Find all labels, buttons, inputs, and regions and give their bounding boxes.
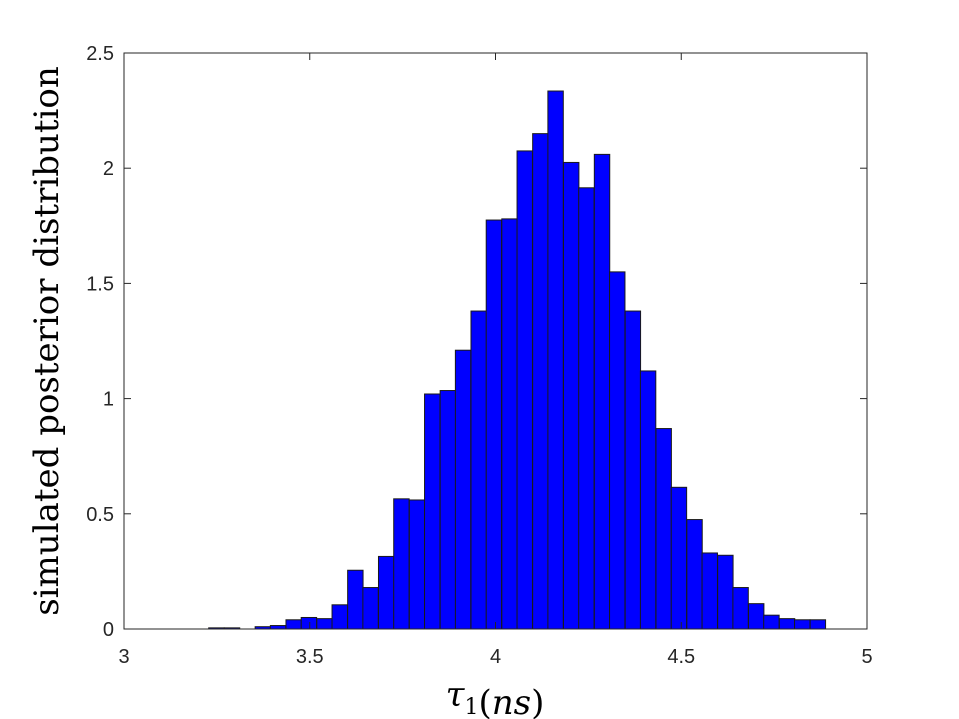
histogram-bar	[408, 499, 426, 630]
y-tick-label: 2	[103, 158, 114, 180]
histogram-bar	[686, 519, 703, 630]
histogram-bar	[516, 150, 533, 630]
histogram-bar	[655, 428, 672, 630]
histogram-bar	[316, 618, 333, 630]
histogram-bar	[300, 616, 318, 630]
histogram-bar	[809, 619, 827, 630]
y-tick-label: 0.5	[86, 504, 114, 526]
histogram-bar	[732, 587, 749, 630]
histogram-bar	[670, 486, 688, 630]
histogram-bar	[701, 552, 718, 630]
histogram-bar	[562, 161, 580, 630]
histogram-bar	[377, 555, 395, 630]
y-tick-label: 1	[103, 389, 114, 411]
histogram-bar	[609, 271, 626, 630]
y-axis: 0 0.5 1 1.5 2 2.5	[86, 43, 867, 641]
histogram-bar	[393, 498, 410, 630]
y-tick-label: 1.5	[86, 273, 114, 295]
x-tick-label: 3.5	[296, 646, 324, 668]
histogram-bar	[639, 370, 657, 630]
histogram-bar	[747, 603, 765, 630]
x-axis: 3 3.5 4 4.5 5	[118, 53, 873, 668]
histogram-bar	[269, 625, 287, 630]
histogram-bar	[717, 554, 734, 630]
histogram-bar	[331, 604, 348, 630]
y-axis-label: simulated posterior distribution	[27, 66, 67, 616]
histogram-bar	[454, 349, 472, 630]
histogram-bar	[763, 614, 780, 630]
y-tick-label: 2.5	[86, 43, 114, 65]
histogram-bar	[470, 310, 487, 630]
histogram-bar	[362, 587, 379, 630]
x-tick-label: 4.5	[667, 646, 695, 668]
x-tick-label: 4	[490, 646, 501, 668]
y-tick-label: 0	[103, 619, 114, 641]
x-axis-label: τ1(ns)	[446, 675, 545, 719]
histogram-bar	[285, 619, 302, 630]
histogram-bar	[624, 310, 642, 630]
histogram-bar	[593, 153, 611, 630]
x-tick-label: 5	[861, 646, 872, 668]
histogram-bar	[439, 390, 457, 630]
histogram-bar	[547, 90, 564, 630]
histogram-bar	[485, 219, 503, 630]
histogram-bar	[532, 133, 549, 630]
histogram-bar	[424, 393, 441, 630]
histogram-bar	[347, 569, 364, 630]
histogram-bar	[578, 187, 595, 630]
histogram-bar	[778, 618, 796, 630]
histogram-bar	[794, 619, 811, 630]
histogram-bar	[501, 218, 518, 630]
x-tick-label: 3	[118, 646, 129, 668]
